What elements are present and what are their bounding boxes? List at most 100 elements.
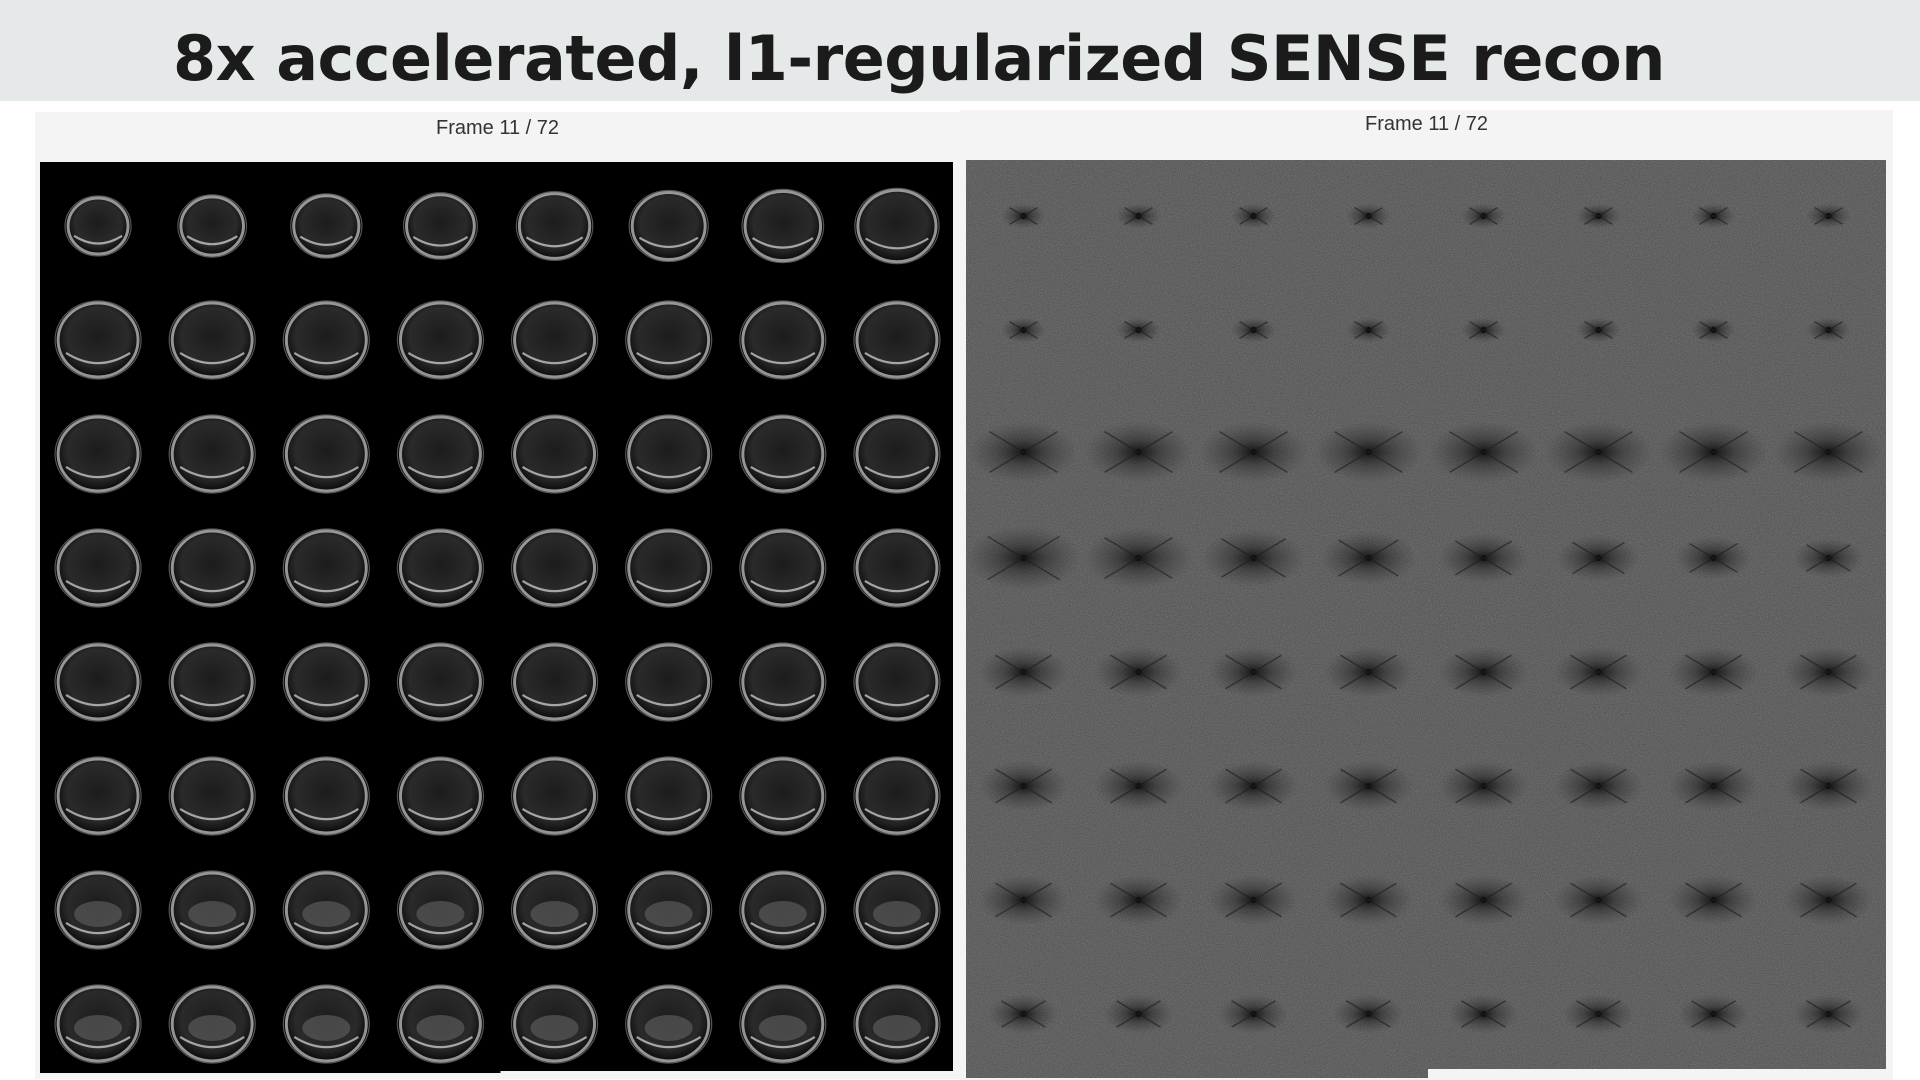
right-mosaic-canvas [966,160,1886,1078]
mri-frame-33 [54,642,142,722]
recon-frame-2 [1116,203,1161,229]
mri-frame-38 [625,642,713,722]
right-image-mosaic[interactable] [966,160,1886,1078]
recon-frame-19 [1199,421,1308,483]
recon-frame-41 [978,760,1069,812]
recon-frame-18 [1084,421,1193,483]
recon-frame-14 [1576,317,1621,343]
recon-frame-57 [988,994,1059,1034]
recon-frame-34 [1093,646,1184,698]
recon-frame-29 [1438,532,1529,584]
recon-frame-4 [1346,203,1391,229]
recon-frame-31 [1675,536,1752,580]
mri-frame-56 [853,870,941,950]
recon-frame-46 [1553,760,1644,812]
mri-frame-37 [510,642,599,722]
left-image-mosaic[interactable] [40,162,953,1073]
slide-title-bar: 8x accelerated, l1-regularized SENSE rec… [0,0,1920,101]
recon-frame-62 [1563,994,1634,1034]
left-mosaic-bg-last [40,1071,501,1073]
mri-frame-19 [282,414,370,494]
mri-frame-36 [396,642,485,722]
mri-frame-35 [282,642,370,722]
right-noise-overlay [966,160,1886,1069]
recon-frame-63 [1678,994,1749,1034]
recon-frame-24 [1774,421,1883,483]
recon-frame-8 [1806,203,1851,229]
mri-frame-62 [625,984,713,1064]
mri-frame-46 [625,756,713,836]
mri-frame-27 [282,528,370,608]
recon-frame-16 [1806,317,1851,343]
mri-frame-41 [54,756,142,836]
recon-frame-53 [1438,874,1529,926]
recon-frame-3 [1231,203,1276,229]
mri-frame-20 [396,414,485,494]
mri-frame-29 [510,528,599,608]
left-frame-label: Frame 11 / 72 [435,117,560,139]
mri-frame-45 [510,756,599,836]
recon-frame-22 [1544,421,1653,483]
mri-frame-25 [54,528,142,608]
recon-frame-12 [1346,317,1391,343]
mri-frame-52 [396,870,485,950]
recon-frame-6 [1576,203,1621,229]
slide-title: 8x accelerated, l1-regularized SENSE rec… [173,22,1665,95]
recon-frame-32 [1793,538,1864,578]
recon-frame-37 [1438,646,1529,698]
mri-frame-15 [739,300,827,380]
recon-frame-26 [1084,527,1193,589]
mri-frame-2 [177,194,248,258]
mri-frame-43 [282,756,370,836]
recon-frame-58 [1103,994,1174,1034]
mri-frame-59 [282,984,370,1064]
recon-frame-61 [1448,994,1519,1034]
right-noise-overlay-last [966,1069,1428,1078]
mri-frame-53 [510,870,599,950]
recon-frame-59 [1218,994,1289,1034]
recon-frame-40 [1783,646,1874,698]
recon-frame-33 [978,646,1069,698]
mri-frame-57 [54,984,142,1064]
mri-frame-22 [625,414,713,494]
recon-frame-54 [1553,874,1644,926]
recon-frame-49 [978,874,1069,926]
mri-frame-6 [628,189,709,263]
mri-frame-26 [168,528,256,608]
mri-frame-18 [168,414,256,494]
mri-frame-54 [625,870,713,950]
recon-frame-23 [1659,421,1768,483]
mri-frame-42 [168,756,256,836]
recon-frame-45 [1438,760,1529,812]
recon-frame-47 [1668,760,1759,812]
mri-frame-58 [168,984,256,1064]
mri-frame-30 [625,528,713,608]
mri-frame-64 [853,984,941,1064]
mri-frame-39 [739,642,827,722]
recon-frame-9 [1001,317,1046,343]
recon-frame-38 [1553,646,1644,698]
recon-frame-20 [1314,421,1423,483]
mri-frame-12 [396,300,485,380]
recon-frame-55 [1668,874,1759,926]
mri-frame-55 [739,870,827,950]
mri-frame-50 [168,870,256,950]
recon-frame-13 [1461,317,1506,343]
recon-frame-43 [1208,760,1299,812]
recon-frame-50 [1093,874,1184,926]
recon-frame-21 [1429,421,1538,483]
mri-frame-14 [625,300,713,380]
mri-frame-21 [510,414,599,494]
mri-frame-31 [739,528,827,608]
recon-frame-25 [966,525,1082,591]
recon-frame-7 [1691,203,1736,229]
mri-frame-23 [739,414,827,494]
mri-frame-34 [168,642,256,722]
mri-frame-24 [853,414,941,494]
recon-frame-39 [1668,646,1759,698]
recon-frame-44 [1323,760,1414,812]
recon-frame-52 [1323,874,1414,926]
recon-frame-35 [1208,646,1299,698]
mri-frame-61 [510,984,599,1064]
recon-frame-10 [1116,317,1161,343]
